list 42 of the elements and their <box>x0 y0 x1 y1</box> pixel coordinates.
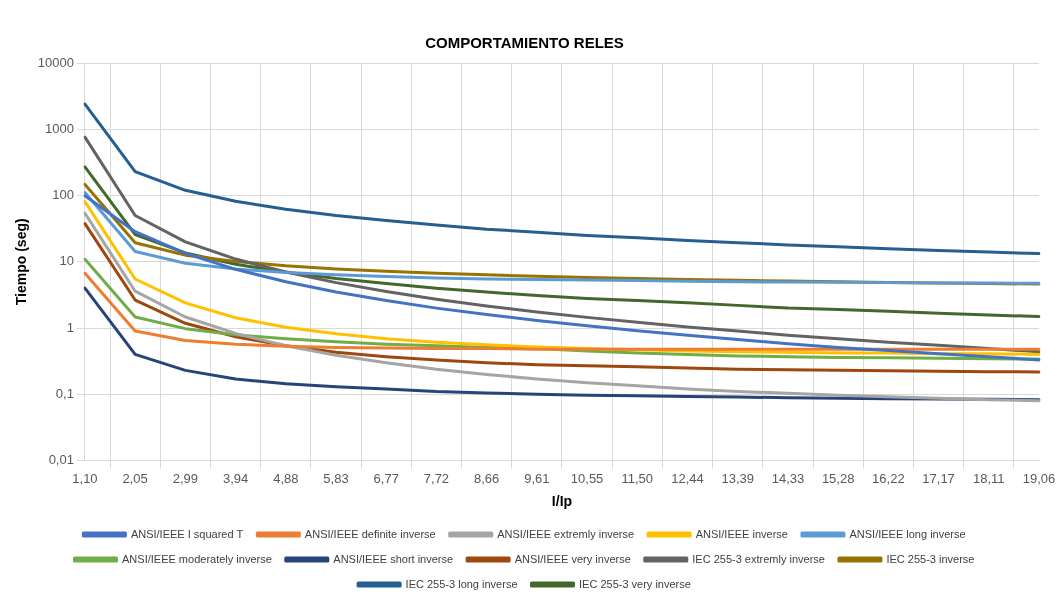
x-tick-label: 14,33 <box>771 470 805 486</box>
x-tick-label: 5,83 <box>323 470 349 486</box>
legend-label: IEC 255-3 inverse <box>886 552 975 565</box>
x-tick-label: 2,05 <box>122 470 148 486</box>
x-tick-label: 12,44 <box>671 470 704 486</box>
legend-label: ANSI/IEEE long inverse <box>849 527 966 540</box>
x-tick-label: 7,72 <box>423 470 450 486</box>
y-tick-label: 10000 <box>37 54 74 70</box>
legend-label: IEC 255-3 long inverse <box>405 577 518 590</box>
x-axis-title: I/Ip <box>551 493 573 510</box>
x-tick-label: 3,94 <box>222 470 249 486</box>
chart-title: COMPORTAMIENTO RELES <box>425 34 624 52</box>
x-tick-label: 9,61 <box>524 470 550 486</box>
y-tick-label: 10 <box>59 253 74 269</box>
x-tick-label: 19,06 <box>1022 470 1056 486</box>
legend-label: IEC 255-3 extremly inverse <box>692 552 825 565</box>
y-tick-label: 0,01 <box>48 452 74 468</box>
y-tick-label: 1000 <box>45 120 74 136</box>
y-tick-label: 0,1 <box>55 385 74 401</box>
x-tick-label: 2,99 <box>172 470 199 486</box>
x-tick-label: 8,66 <box>474 470 500 486</box>
x-tick-label: 15,28 <box>821 470 855 486</box>
legend-label: ANSI/IEEE I squared T <box>130 527 244 540</box>
y-tick-label: 1 <box>66 319 74 335</box>
y-tick-label: 100 <box>52 187 74 203</box>
x-tick-label: 13,39 <box>721 470 754 486</box>
x-tick-label: 16,22 <box>872 470 905 486</box>
x-tick-label: 10,55 <box>570 470 604 486</box>
legend-label: ANSI/IEEE extremly inverse <box>497 527 635 540</box>
y-axis-title: Tiempo (seg) <box>13 218 30 306</box>
legend-label: ANSI/IEEE definite inverse <box>304 527 436 540</box>
x-tick-label: 18,11 <box>973 470 1005 486</box>
legend-label: IEC 255-3 very inverse <box>579 577 691 590</box>
legend-label: ANSI/IEEE moderately inverse <box>122 552 272 565</box>
x-tick-label: 1,10 <box>72 470 98 486</box>
x-tick-label: 4,88 <box>273 470 299 486</box>
x-tick-label: 17,17 <box>922 470 955 486</box>
legend-label: ANSI/IEEE inverse <box>695 527 788 540</box>
legend-label: ANSI/IEEE very inverse <box>514 552 631 565</box>
legend-label: ANSI/IEEE short inverse <box>333 552 454 565</box>
x-tick-label: 11,50 <box>621 470 654 486</box>
x-tick-label: 6,77 <box>373 470 399 486</box>
